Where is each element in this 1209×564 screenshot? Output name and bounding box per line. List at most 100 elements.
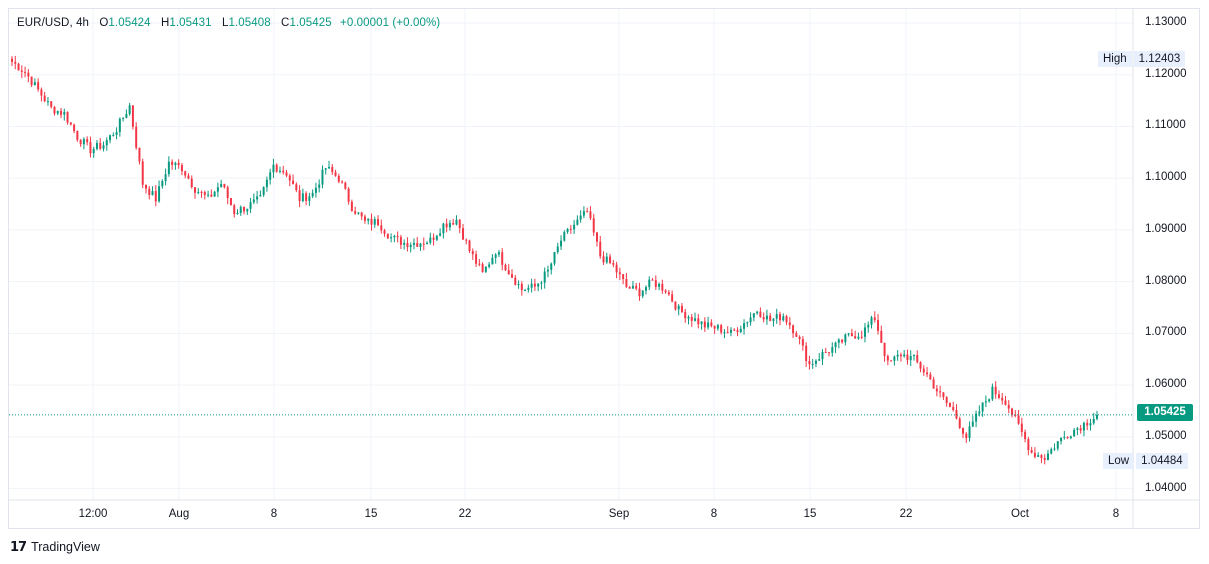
candle-down: [380, 225, 383, 231]
candle-up: [981, 402, 984, 412]
candle-down: [76, 131, 79, 140]
candle-up: [1037, 455, 1040, 457]
candle-down: [942, 392, 945, 398]
candle-down: [785, 316, 788, 323]
candle-down: [86, 139, 89, 143]
candle-down: [200, 191, 203, 193]
candle-down: [422, 243, 425, 245]
candle-down: [569, 228, 572, 230]
candle-down: [638, 288, 641, 297]
candle-up: [857, 336, 860, 339]
low-label: L: [221, 17, 229, 29]
candle-up: [605, 256, 608, 263]
candle-down: [762, 317, 765, 320]
candle-down: [282, 170, 285, 173]
candle-down: [622, 274, 625, 280]
candle-down: [1020, 423, 1023, 432]
candle-up: [1092, 418, 1095, 424]
candle-down: [1079, 428, 1082, 431]
candle-up: [409, 244, 412, 248]
candle-down: [399, 237, 402, 245]
close-value: 1.05425: [289, 17, 332, 29]
candle-up: [648, 279, 651, 288]
candle-down: [27, 72, 30, 77]
candle-down: [465, 239, 468, 241]
candle-up: [321, 169, 324, 185]
candle-up: [109, 135, 112, 141]
candle-up: [814, 360, 817, 364]
candle-up: [978, 411, 981, 414]
candle-up: [694, 318, 697, 321]
candle-up: [844, 334, 847, 343]
candle-up: [912, 354, 915, 357]
x-tick-label: 22: [458, 508, 472, 520]
candle-down: [625, 279, 628, 287]
candle-up: [301, 193, 304, 202]
candle-down: [520, 283, 523, 290]
candle-down: [726, 332, 729, 334]
candle-up: [1082, 422, 1085, 431]
candle-down: [945, 397, 948, 403]
candle-up: [831, 347, 834, 353]
candle-down: [710, 322, 713, 327]
candle-down: [461, 228, 464, 240]
candle-down: [37, 82, 40, 90]
candle-up: [847, 333, 850, 335]
candle-down: [416, 242, 419, 247]
candle-down: [468, 240, 471, 252]
candle-up: [216, 187, 219, 192]
candle-down: [288, 175, 291, 181]
y-tick-label: 1.08000: [1145, 274, 1187, 287]
candle-down: [1066, 436, 1069, 439]
candle-down: [233, 205, 236, 215]
candle-down: [154, 191, 157, 202]
candle-up: [122, 117, 125, 119]
candle-down: [1017, 415, 1020, 424]
y-tick-label: 1.07000: [1145, 326, 1187, 339]
candle-up: [308, 196, 311, 201]
candle-up: [412, 242, 415, 245]
candle-down: [929, 374, 932, 380]
candle-down: [99, 142, 102, 149]
candle-up: [1046, 453, 1049, 460]
candle-down: [229, 198, 232, 206]
candle-down: [445, 223, 448, 228]
candle-up: [867, 324, 870, 328]
candle-up: [220, 183, 223, 188]
candle-up: [530, 283, 533, 288]
candle-down: [713, 326, 716, 329]
candle-down: [481, 264, 484, 272]
candle-down: [452, 223, 455, 225]
brand-footer[interactable]: 𝟭𝟳 TradingView: [10, 539, 100, 555]
candle-down: [40, 89, 43, 96]
candle-down: [1086, 422, 1089, 426]
candle-up: [645, 287, 648, 291]
candle-down: [801, 339, 804, 346]
x-tick-label: 8: [270, 508, 278, 520]
candle-up: [318, 184, 321, 188]
candle-down: [873, 317, 876, 320]
candle-down: [877, 319, 880, 331]
candle-down: [507, 270, 510, 275]
candle-down: [854, 336, 857, 339]
candle-down: [354, 211, 357, 214]
candle-down: [955, 409, 958, 419]
candle-down: [334, 172, 337, 176]
candle-up: [46, 101, 49, 103]
candle-down: [53, 106, 56, 114]
candle-down: [396, 235, 399, 238]
candle-up: [524, 289, 527, 291]
candle-down: [514, 277, 517, 285]
candle-down: [1014, 415, 1017, 417]
candle-down: [43, 95, 46, 102]
candle-up: [560, 240, 563, 247]
y-tick-label: 1.12000: [1145, 67, 1187, 80]
candle-up: [550, 263, 553, 270]
candle-down: [697, 318, 700, 325]
candle-up: [256, 196, 259, 200]
candle-down: [148, 188, 151, 196]
candle-up: [687, 316, 690, 319]
candle-up: [834, 342, 837, 348]
candle-up: [455, 219, 458, 225]
